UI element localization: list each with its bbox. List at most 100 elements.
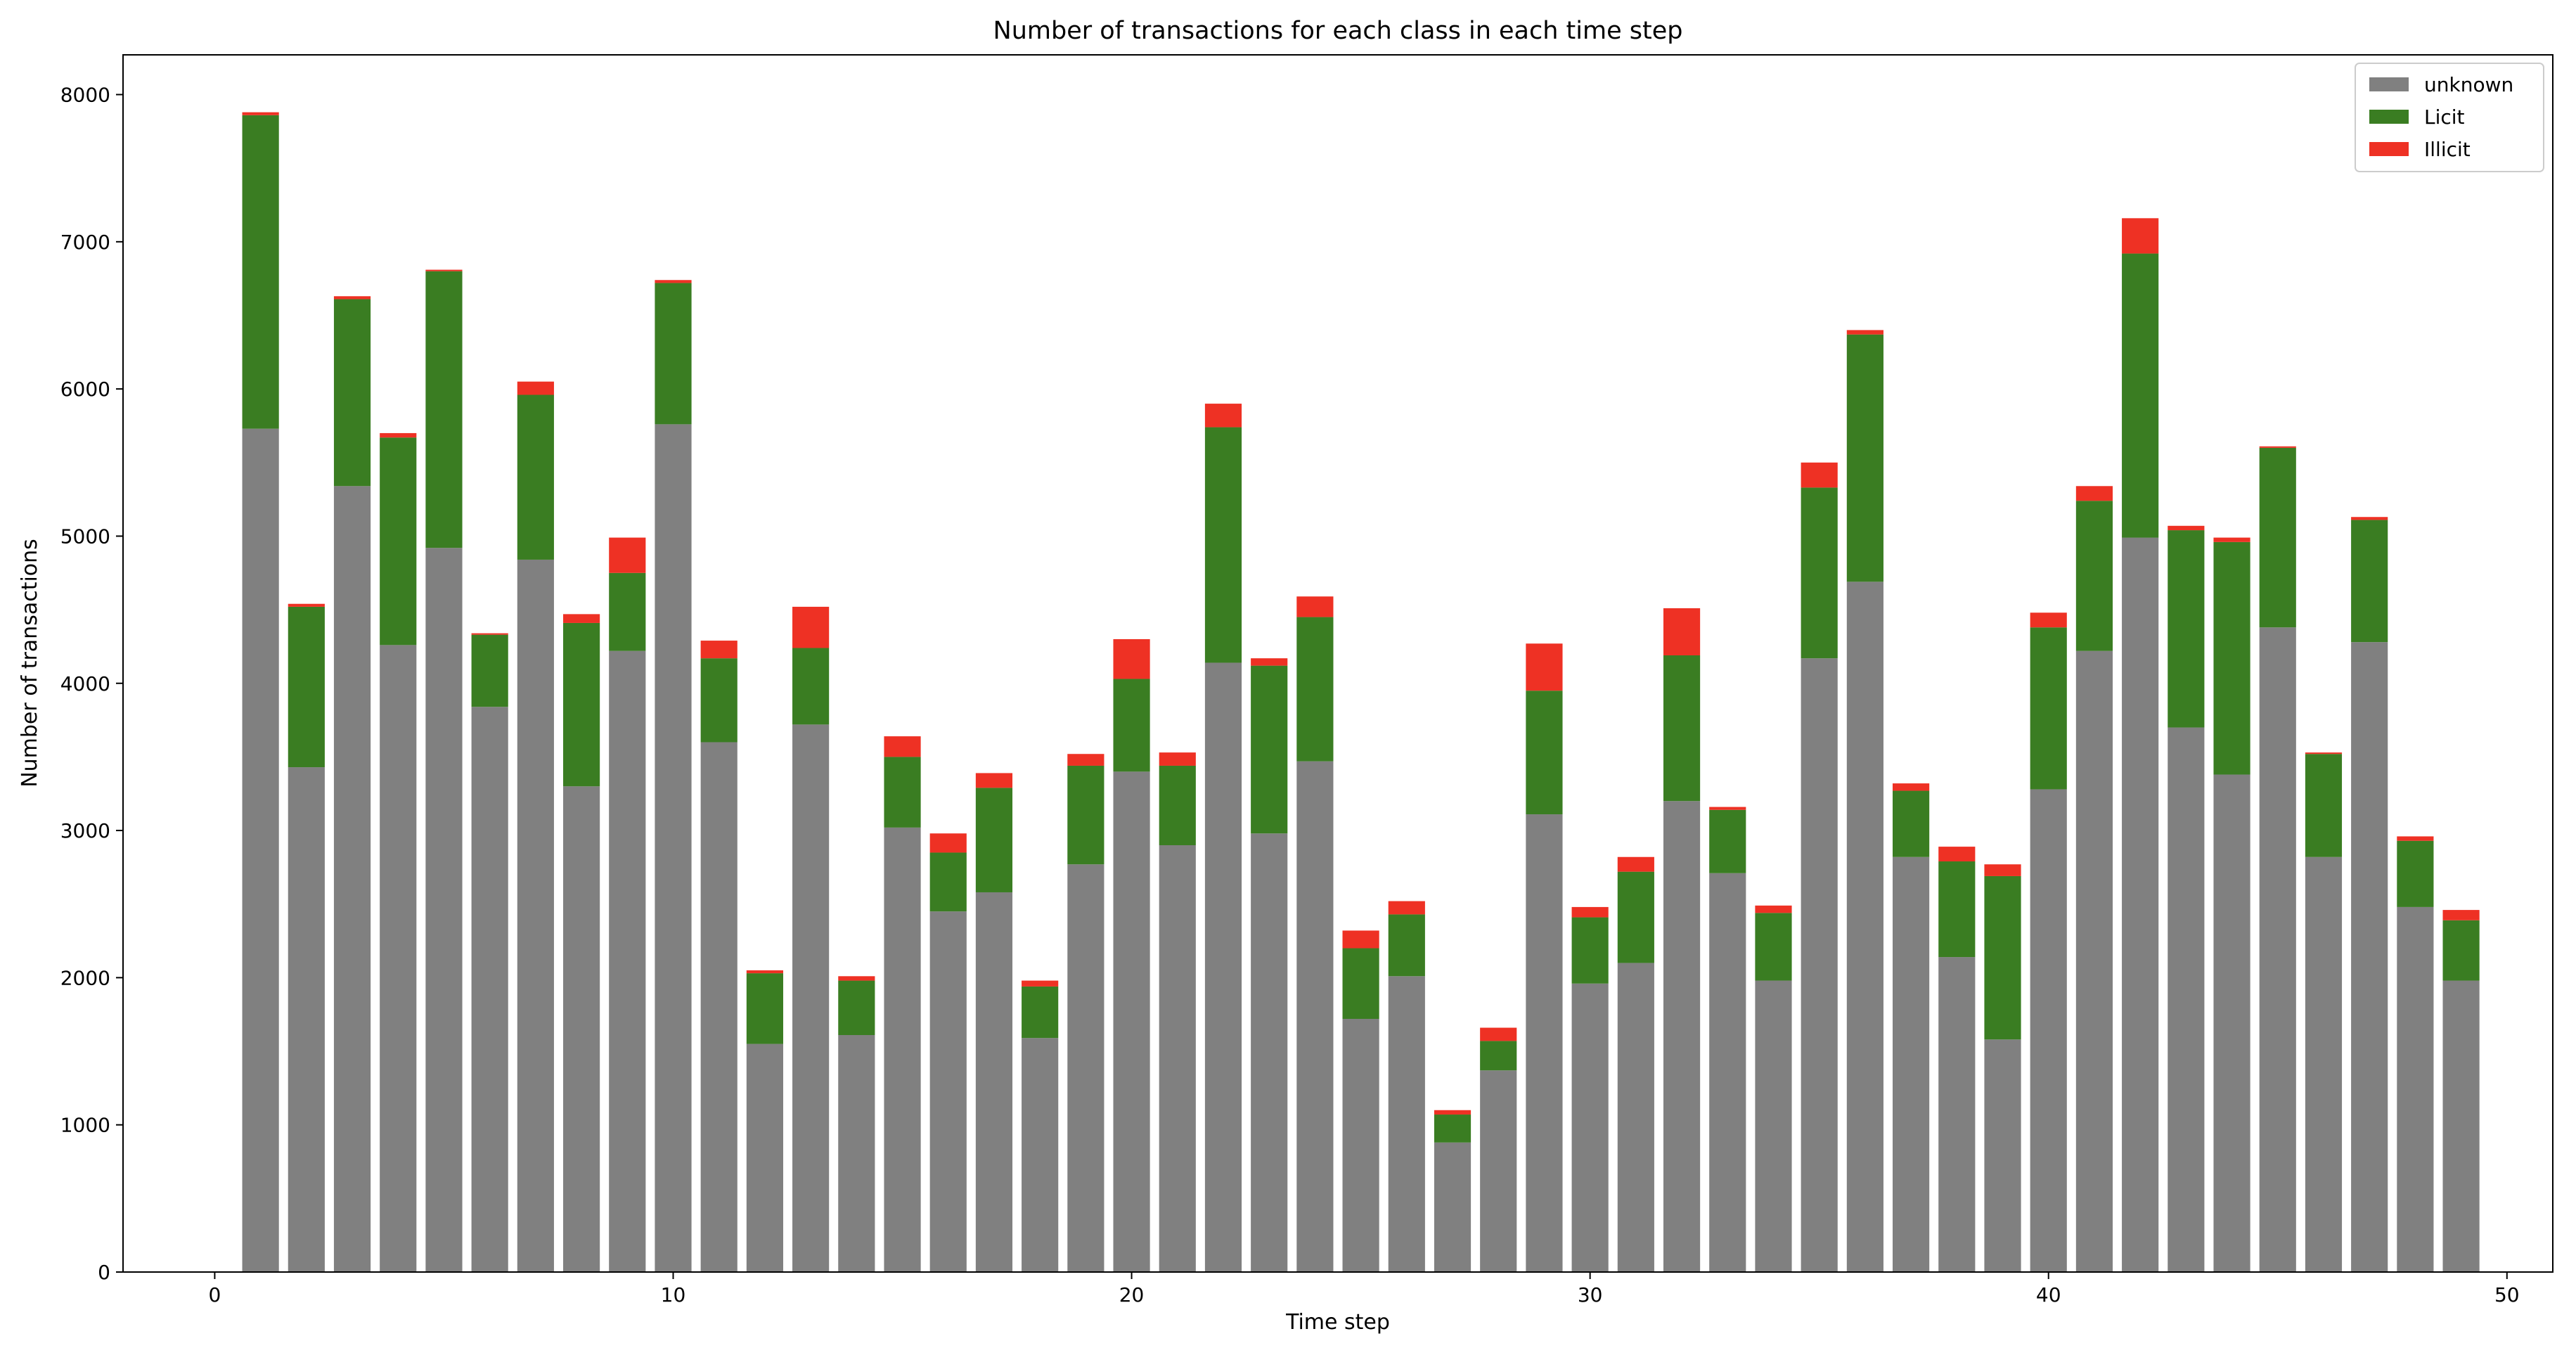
bar-illicit-14 — [838, 976, 875, 981]
bar-illicit-40 — [2030, 612, 2067, 628]
bar-licit-18 — [1022, 986, 1059, 1039]
bar-unknown-17 — [975, 892, 1013, 1272]
bar-illicit-3 — [333, 296, 371, 300]
bar-illicit-22 — [1204, 404, 1242, 428]
y-tick-label: 1000 — [60, 1114, 110, 1137]
bar-illicit-5 — [425, 269, 463, 271]
legend-label-unknown: unknown — [2424, 73, 2513, 96]
y-tick-label: 5000 — [60, 525, 110, 548]
y-tick-label: 0 — [98, 1261, 110, 1284]
bar-illicit-38 — [1938, 847, 1976, 862]
y-axis-label: Number of transactions — [18, 539, 42, 788]
bar-illicit-15 — [884, 736, 921, 757]
bar-unknown-25 — [1342, 1018, 1379, 1272]
bar-unknown-2 — [288, 767, 325, 1272]
bar-illicit-8 — [562, 614, 600, 623]
bar-illicit-27 — [1434, 1110, 1471, 1115]
bar-licit-12 — [746, 973, 783, 1044]
bar-unknown-14 — [838, 1035, 875, 1272]
bar-unknown-42 — [2122, 537, 2159, 1272]
bar-illicit-41 — [2075, 486, 2113, 501]
bar-licit-42 — [2122, 253, 2159, 538]
x-tick-label: 50 — [2494, 1283, 2520, 1306]
bar-licit-10 — [655, 283, 692, 425]
bar-illicit-11 — [700, 641, 738, 659]
bar-licit-3 — [333, 299, 371, 487]
bar-unknown-19 — [1067, 864, 1105, 1272]
bar-licit-26 — [1388, 914, 1425, 977]
bar-unknown-24 — [1296, 761, 1334, 1272]
bar-illicit-6 — [471, 633, 508, 635]
bar-unknown-36 — [1846, 582, 1883, 1272]
bar-unknown-43 — [2168, 727, 2205, 1272]
bar-unknown-8 — [562, 786, 600, 1272]
bar-licit-49 — [2442, 920, 2480, 981]
bar-unknown-1 — [242, 428, 279, 1272]
bar-licit-29 — [1526, 691, 1563, 815]
y-tick-label: 2000 — [60, 966, 110, 989]
bar-unknown-48 — [2397, 906, 2434, 1272]
bar-unknown-44 — [2213, 774, 2250, 1272]
x-tick-label: 0 — [209, 1283, 221, 1306]
bar-licit-47 — [2351, 520, 2388, 643]
bar-licit-24 — [1296, 617, 1334, 762]
bar-illicit-16 — [929, 833, 967, 853]
bar-illicit-26 — [1388, 901, 1425, 915]
bar-illicit-34 — [1755, 905, 1792, 913]
bar-unknown-10 — [655, 424, 692, 1272]
bar-illicit-4 — [380, 432, 417, 438]
bar-licit-16 — [929, 852, 967, 912]
legend-label-licit: Licit — [2424, 105, 2465, 129]
bar-illicit-45 — [2259, 446, 2296, 448]
bar-unknown-47 — [2351, 642, 2388, 1272]
bar-licit-1 — [242, 115, 279, 429]
bar-unknown-38 — [1938, 957, 1976, 1272]
bar-unknown-40 — [2030, 789, 2067, 1272]
legend-swatch-illicit — [2369, 142, 2409, 156]
bar-unknown-21 — [1159, 845, 1196, 1272]
bar-illicit-30 — [1571, 906, 1609, 918]
bar-illicit-1 — [242, 112, 279, 115]
bar-illicit-48 — [2397, 836, 2434, 841]
bar-licit-8 — [562, 622, 600, 787]
bar-illicit-17 — [975, 773, 1013, 788]
bar-illicit-28 — [1480, 1027, 1517, 1041]
bar-licit-32 — [1663, 655, 1701, 802]
bar-unknown-37 — [1893, 856, 1930, 1272]
bar-licit-41 — [2075, 501, 2113, 651]
bar-illicit-33 — [1709, 807, 1746, 810]
bar-licit-30 — [1571, 917, 1609, 984]
bar-unknown-20 — [1113, 771, 1150, 1272]
x-axis-label: Time step — [1285, 1310, 1390, 1335]
bar-licit-35 — [1801, 487, 1838, 659]
bar-licit-22 — [1204, 427, 1242, 663]
bar-licit-2 — [288, 606, 325, 768]
bar-illicit-21 — [1159, 752, 1196, 766]
bar-licit-25 — [1342, 948, 1379, 1019]
bar-illicit-32 — [1663, 608, 1701, 655]
bar-unknown-29 — [1526, 814, 1563, 1272]
bar-licit-43 — [2168, 530, 2205, 728]
bar-licit-9 — [609, 572, 646, 651]
bar-licit-6 — [471, 634, 508, 707]
bar-licit-37 — [1893, 790, 1930, 857]
legend-label-illicit: Illicit — [2424, 138, 2471, 161]
bar-licit-15 — [884, 757, 921, 828]
bar-illicit-24 — [1296, 596, 1334, 617]
bar-illicit-13 — [792, 606, 830, 648]
bar-unknown-39 — [1984, 1039, 2021, 1272]
y-tick-label: 4000 — [60, 672, 110, 695]
y-tick-label: 7000 — [60, 231, 110, 254]
bar-licit-39 — [1984, 875, 2021, 1040]
bar-unknown-3 — [333, 486, 371, 1272]
bar-illicit-47 — [2351, 517, 2388, 520]
bar-unknown-33 — [1709, 873, 1746, 1272]
y-tick-label: 8000 — [60, 84, 110, 107]
bar-licit-11 — [700, 658, 738, 743]
bar-licit-44 — [2213, 541, 2250, 775]
bar-licit-21 — [1159, 765, 1196, 845]
bar-unknown-16 — [929, 911, 967, 1272]
bar-unknown-46 — [2305, 856, 2343, 1272]
bar-illicit-35 — [1801, 462, 1838, 488]
bar-illicit-2 — [288, 603, 325, 607]
